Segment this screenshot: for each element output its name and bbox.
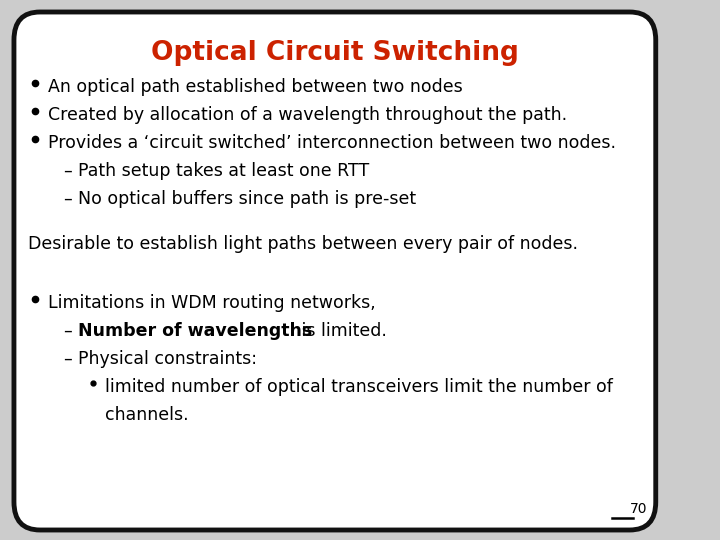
Text: –: – <box>63 162 72 180</box>
Text: Created by allocation of a wavelength throughout the path.: Created by allocation of a wavelength th… <box>48 106 567 124</box>
Text: An optical path established between two nodes: An optical path established between two … <box>48 78 463 96</box>
Text: Desirable to establish light paths between every pair of nodes.: Desirable to establish light paths betwe… <box>28 235 578 253</box>
Text: channels.: channels. <box>105 406 189 423</box>
Text: 70: 70 <box>630 502 647 516</box>
Text: Path setup takes at least one RTT: Path setup takes at least one RTT <box>78 162 369 180</box>
Text: No optical buffers since path is pre-set: No optical buffers since path is pre-set <box>78 190 416 208</box>
Text: –: – <box>63 349 72 368</box>
Text: Provides a ‘circuit switched’ interconnection between two nodes.: Provides a ‘circuit switched’ interconne… <box>48 134 616 152</box>
Text: Optical Circuit Switching: Optical Circuit Switching <box>151 40 519 66</box>
Text: Number of wavelengths: Number of wavelengths <box>78 322 312 340</box>
Text: is limited.: is limited. <box>296 322 387 340</box>
Text: –: – <box>63 322 72 340</box>
FancyBboxPatch shape <box>14 12 656 530</box>
Text: Limitations in WDM routing networks,: Limitations in WDM routing networks, <box>48 294 376 312</box>
Text: –: – <box>63 190 72 208</box>
Text: limited number of optical transceivers limit the number of: limited number of optical transceivers l… <box>105 377 613 396</box>
Text: Physical constraints:: Physical constraints: <box>78 349 257 368</box>
